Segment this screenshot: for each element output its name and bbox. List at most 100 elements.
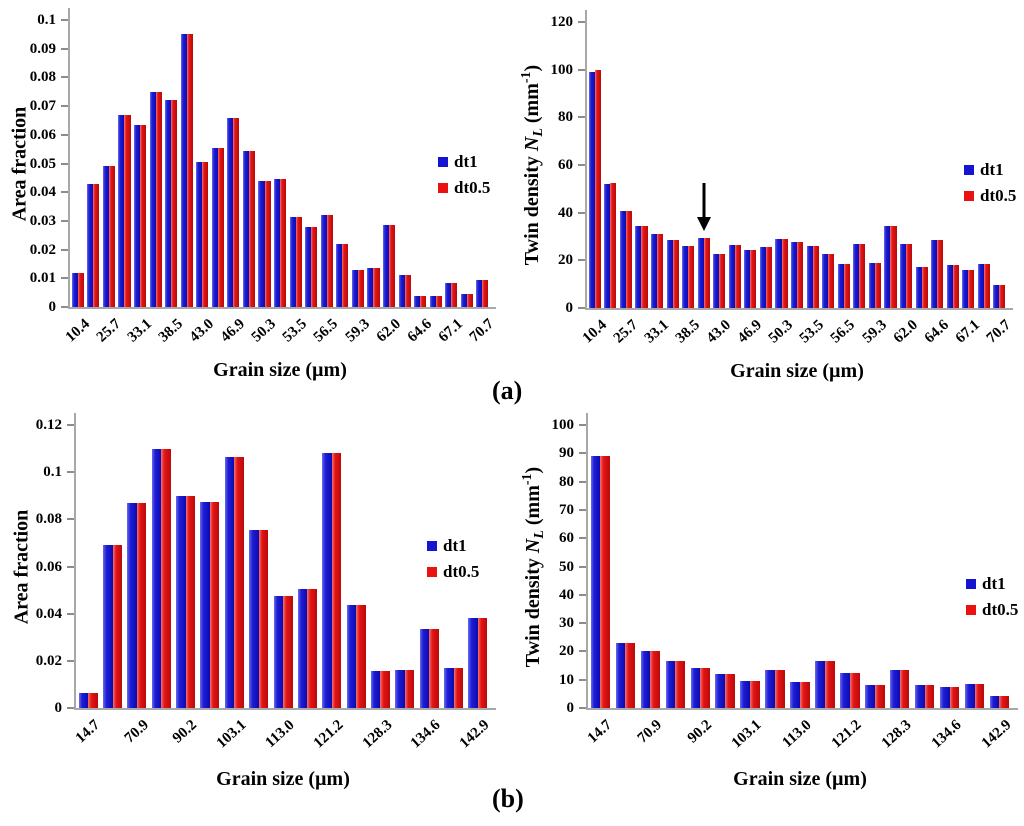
x-tick-label: 62.0 bbox=[890, 317, 921, 347]
bar-dt1 bbox=[635, 225, 642, 308]
bar-dt0.5 bbox=[429, 629, 439, 708]
bar-dt0.5 bbox=[311, 226, 318, 307]
bar-dt1 bbox=[468, 618, 478, 708]
bar-dt1 bbox=[791, 242, 798, 308]
bar-dt0.5 bbox=[906, 243, 913, 308]
bar-dt1 bbox=[640, 651, 651, 708]
x-tick-label: 50.3 bbox=[765, 317, 797, 347]
x-axis-line bbox=[586, 708, 1018, 710]
y-tick bbox=[578, 21, 585, 23]
y-tick-label: 80 bbox=[558, 109, 573, 126]
bar-group bbox=[344, 425, 368, 708]
bar-group bbox=[149, 425, 173, 708]
bar-dt0.5 bbox=[482, 279, 489, 307]
bar-group bbox=[466, 425, 490, 708]
bar-dt0.5 bbox=[688, 246, 695, 308]
legend-swatch-dt0.5 bbox=[966, 604, 976, 615]
x-tick-label: 59.3 bbox=[859, 317, 890, 347]
y-tick-label: 90 bbox=[559, 445, 574, 462]
x-axis-line bbox=[74, 708, 496, 710]
x-tick-label: 70.7 bbox=[466, 316, 497, 346]
x-tick-label: 14.7 bbox=[72, 717, 103, 747]
x-tick-label: 142.9 bbox=[978, 717, 1015, 752]
y-tick-label: 0.1 bbox=[43, 464, 62, 481]
legend-swatch-dt0.5 bbox=[427, 566, 437, 577]
bar-group bbox=[852, 22, 868, 308]
bar-dt1 bbox=[78, 692, 89, 708]
x-tick-label: 128.3 bbox=[359, 717, 396, 752]
bar-group bbox=[688, 425, 713, 708]
bar-group bbox=[173, 425, 197, 708]
legend-entry-dt0.5: dt0.5 bbox=[966, 600, 1018, 619]
bar-group bbox=[937, 425, 962, 708]
bar-dt1 bbox=[476, 279, 483, 307]
plot-area bbox=[70, 20, 490, 307]
x-axis-line bbox=[585, 308, 1013, 310]
bar-group bbox=[393, 425, 417, 708]
bar-group bbox=[179, 20, 195, 307]
bar-group bbox=[366, 20, 382, 307]
bar-group bbox=[70, 20, 86, 307]
x-tick-label: 64.6 bbox=[921, 317, 952, 347]
bar-dt1 bbox=[419, 629, 430, 708]
bar-dt1 bbox=[728, 244, 735, 308]
bar-group bbox=[945, 22, 961, 308]
bar-group bbox=[929, 22, 945, 308]
bar-group bbox=[961, 22, 977, 308]
bar-dt0.5 bbox=[435, 295, 442, 307]
x-tick-label: 53.5 bbox=[280, 316, 311, 346]
x-axis-line bbox=[68, 307, 496, 309]
arrow-down-annotation bbox=[695, 182, 713, 237]
x-tick-label: 90.2 bbox=[684, 717, 715, 747]
bar-group bbox=[680, 22, 696, 308]
y-tick bbox=[67, 707, 74, 709]
bar-group bbox=[774, 22, 790, 308]
y-tick bbox=[579, 593, 586, 596]
legend: dt1 dt0.5 bbox=[966, 574, 1018, 626]
y-axis-title: Area fraction bbox=[10, 509, 33, 624]
x-tick-label: 128.3 bbox=[878, 717, 915, 752]
bar-dt1 bbox=[868, 262, 875, 308]
legend-label: dt1 bbox=[980, 160, 1004, 179]
bar-dt1 bbox=[946, 265, 953, 308]
bar-dt1 bbox=[962, 269, 969, 308]
bar-dt1 bbox=[682, 246, 689, 308]
bar-dt0.5 bbox=[799, 681, 810, 708]
bar-dt0.5 bbox=[937, 240, 944, 308]
bar-dt1 bbox=[989, 696, 1000, 708]
bar-dt0.5 bbox=[949, 687, 960, 708]
y-tick-label: 0.06 bbox=[29, 126, 56, 143]
bar-group bbox=[738, 425, 763, 708]
bar-dt0.5 bbox=[899, 670, 910, 708]
y-tick-label: 20 bbox=[559, 643, 574, 660]
bar-group bbox=[441, 425, 465, 708]
x-tick-label: 64.6 bbox=[404, 316, 435, 346]
bar-dt1 bbox=[690, 668, 701, 708]
bar-group bbox=[381, 20, 397, 307]
bar-group bbox=[649, 22, 665, 308]
bar-dt1 bbox=[87, 183, 94, 307]
y-tick bbox=[579, 537, 586, 540]
y-tick bbox=[578, 164, 585, 166]
bar-dt0.5 bbox=[600, 456, 611, 708]
legend-entry-dt1: dt1 bbox=[966, 574, 1018, 593]
bar-dt0.5 bbox=[983, 263, 990, 308]
bar-dt0.5 bbox=[108, 166, 115, 307]
bar-dt0.5 bbox=[307, 588, 317, 708]
bar-dt1 bbox=[196, 162, 203, 307]
bar-group bbox=[962, 425, 987, 708]
y-tick bbox=[579, 650, 586, 653]
x-tick-label: 121.2 bbox=[828, 717, 865, 752]
bar-dt0.5 bbox=[734, 244, 741, 308]
y-tick bbox=[61, 76, 68, 79]
bar-dt0.5 bbox=[874, 685, 885, 708]
y-tick-label: 0.07 bbox=[29, 98, 56, 115]
bar-group bbox=[912, 425, 937, 708]
bar-dt1 bbox=[382, 225, 390, 307]
bar-dt0.5 bbox=[155, 91, 162, 307]
bar-dt1 bbox=[444, 667, 454, 708]
bar-dt1 bbox=[320, 215, 327, 307]
bar-dt0.5 bbox=[921, 267, 928, 308]
bar-dt0.5 bbox=[924, 684, 935, 708]
